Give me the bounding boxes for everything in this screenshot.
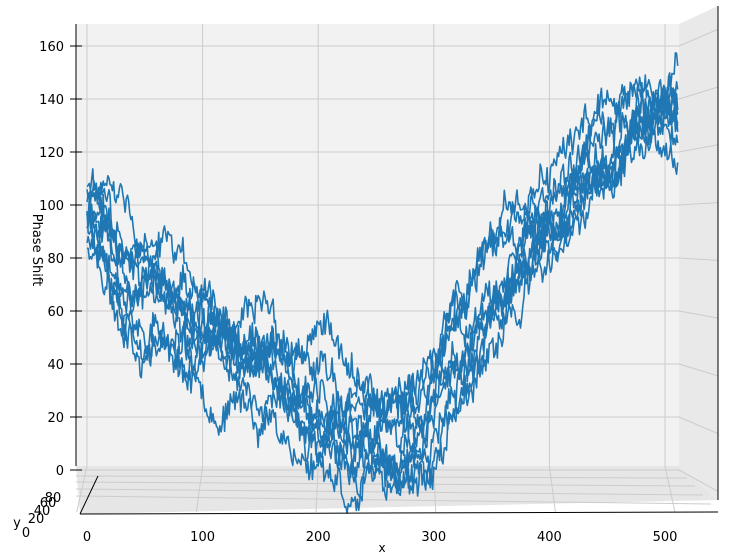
traces-layer: [86, 52, 679, 514]
z-side-gridline: [678, 469, 719, 492]
right-pane: [679, 6, 718, 500]
z-side-gridline: [678, 86, 719, 100]
x-floor-gridline: [195, 465, 204, 513]
z-side-gridline: [678, 416, 719, 435]
z-side-gridline: [678, 202, 719, 206]
z-side-gridline: [678, 144, 719, 153]
trace-line: [86, 52, 679, 448]
z-tick-label: 160: [39, 40, 64, 55]
trace-line: [86, 89, 679, 501]
y-floor-gridline: [75, 488, 704, 496]
z-side-gridline: [678, 257, 719, 261]
x-tick-label: 500: [653, 530, 678, 545]
y-tick-label: 80: [45, 491, 62, 506]
y-axis-label: y: [13, 516, 21, 531]
x-floor-gridline: [548, 465, 556, 513]
x-floor-gridline: [664, 465, 676, 513]
y-axis-line: [79, 475, 99, 515]
x-tick-label: 400: [537, 530, 562, 545]
x-tick-label: 100: [190, 530, 215, 545]
z-side-gridline: [678, 310, 719, 319]
z-tick-label: 20: [47, 411, 64, 426]
z-side-gridline: [678, 363, 719, 377]
y-tick-label: 40: [34, 504, 51, 519]
z-tick-label: 60: [47, 305, 64, 320]
x-tick-label: 300: [421, 530, 446, 545]
z-side-gridline: [678, 28, 719, 47]
x-axis-line: [79, 511, 719, 515]
z-tick-label: 0: [56, 464, 64, 479]
axes-layer: 0 100 200 300 400 500020406080100120140160020…: [22, 6, 719, 545]
z-tick-label: 100: [39, 199, 64, 214]
z-tick-label: 40: [47, 358, 64, 373]
z-tick-label: 80: [47, 252, 64, 267]
x-tick-label: 200: [306, 530, 331, 545]
y-tick-label: 60: [40, 496, 57, 511]
x-axis-label: x: [378, 541, 385, 553]
y-floor-gridline: [75, 495, 712, 505]
trace-line: [86, 102, 679, 502]
x-tick-label: 0: [83, 530, 91, 545]
z-tick-label: 120: [39, 146, 64, 161]
trace-line: [86, 76, 679, 454]
x-floor-gridline: [315, 465, 319, 513]
z-axis-label: Phase Shift: [29, 214, 44, 287]
z-tick-label: 140: [39, 93, 64, 108]
y-tick-label: 20: [28, 512, 45, 527]
y-tick-label: 0: [22, 526, 30, 541]
